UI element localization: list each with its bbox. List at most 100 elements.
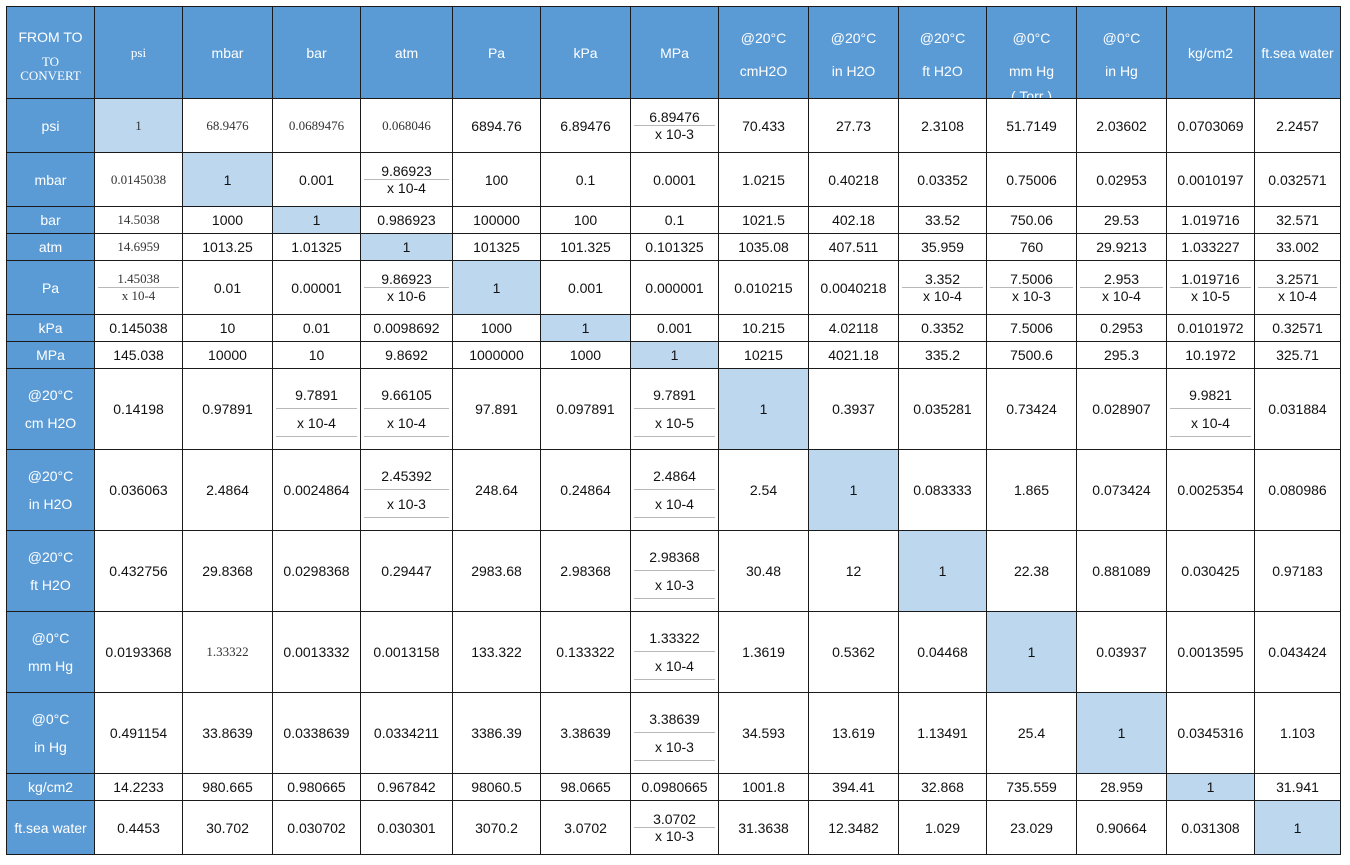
cell-value: 0.0013158 (373, 644, 440, 660)
table-cell: 0.001 (272, 152, 361, 207)
table-cell: 35.959 (898, 233, 987, 261)
table-cell: 51.7149 (986, 98, 1077, 153)
cell-mantissa: 9.86923 (381, 163, 432, 179)
table-cell: 1035.08 (718, 233, 809, 261)
table-cell: 0.75006 (986, 152, 1077, 207)
cell-value: 33.002 (1276, 239, 1319, 255)
table-cell: 9.7891 x 10-4 (272, 368, 361, 450)
table-cell: 0.01 (182, 260, 273, 315)
table-row: bar 14.5038 1000 1 0.986923 100000 100 0.1 1021.… (6, 206, 1341, 234)
row-header: psi (6, 98, 95, 153)
cell-value: 1.865 (1013, 482, 1050, 498)
cell-value: 0.028907 (1092, 401, 1151, 417)
column-header-cmh2o: cmH2O @20°C (718, 6, 809, 99)
cell-value: 3386.39 (471, 725, 522, 741)
cell-mantissa: 2.98368 (649, 548, 700, 565)
row-header: mbar (6, 152, 95, 207)
pressure-conversion-table: TO CONVERT FROM TO psi mbar bar atm Pa kPa MPa cm… (6, 6, 1341, 855)
cell-value: 0.01 (302, 320, 331, 336)
table-cell: 1 (272, 206, 361, 234)
cell-value: 0.0001 (653, 171, 696, 188)
cell-value: 0.5362 (832, 644, 875, 660)
row-header: ft.sea water (6, 800, 95, 855)
table-cell: 1.33322 (182, 611, 273, 693)
table-cell: 23.029 (986, 800, 1077, 855)
table-cell: 248.64 (452, 449, 541, 531)
table-cell: 0.40218 (808, 152, 899, 207)
cell-value: 2983.68 (471, 563, 522, 579)
table-cell: 101.325 (540, 233, 631, 261)
table-cell: 2.4864 x 10-4 (630, 449, 719, 531)
cell-value: 0.080986 (1268, 482, 1327, 498)
table-cell: 0.0098692 (360, 314, 453, 342)
column-header-label: atm (394, 44, 419, 61)
table-cell: 10.215 (718, 314, 809, 342)
cell-value: 31.941 (1276, 779, 1319, 795)
cell-value: 1 (759, 401, 768, 417)
table-cell: 0.0689476 (272, 98, 361, 153)
cell-value: 0.0013332 (283, 644, 350, 660)
row-header-label: MPa (36, 347, 65, 363)
table-cell: 0.083333 (898, 449, 987, 531)
table-cell: 0.001 (540, 260, 631, 315)
table-cell: 30.702 (182, 800, 273, 855)
table-cell: 1.3619 (718, 611, 809, 693)
table-cell: 0.030425 (1166, 530, 1255, 612)
cell-mantissa: 1.33322 (649, 629, 700, 646)
table-cell: 2.98368 x 10-3 (630, 530, 719, 612)
table-cell: 0.14198 (94, 368, 183, 450)
table-cell: 0.101325 (630, 233, 719, 261)
cell-mantissa: 3.0702 (653, 811, 696, 827)
cell-value: 10 (219, 320, 236, 336)
table-cell: 0.32571 (1254, 314, 1341, 342)
column-header-label: ft H2O (922, 62, 963, 79)
cell-value: 0.031308 (1181, 819, 1240, 836)
cell-value: 12.3482 (828, 819, 879, 836)
header-row: TO CONVERT FROM TO psi mbar bar atm Pa kPa MPa cm… (6, 6, 1341, 99)
table-cell: 0.986923 (360, 206, 453, 234)
cell-value: 0.0334211 (373, 725, 440, 741)
cell-value: 3070.2 (475, 819, 518, 836)
cell-value: 0.97183 (1272, 563, 1323, 579)
table-cell: 33.8639 (182, 692, 273, 774)
table-cell: 0.030301 (360, 800, 453, 855)
cell-value: 0.030425 (1181, 563, 1240, 579)
table-cell: 0.0101972 (1166, 314, 1255, 342)
table-cell: 0.04468 (898, 611, 987, 693)
table-cell: 32.868 (898, 773, 987, 801)
cell-value: 750.06 (1010, 212, 1053, 228)
table-cell: 3070.2 (452, 800, 541, 855)
cell-mantissa: 2.45392 (381, 467, 432, 484)
column-header-label: in Hg (1105, 62, 1138, 79)
table-cell: 0.0025354 (1166, 449, 1255, 531)
cell-value: 1001.8 (742, 779, 785, 795)
cell-value: 0.24864 (560, 482, 611, 498)
cell-value: 295.3 (1103, 347, 1140, 363)
table-cell: 0.0001 (630, 152, 719, 207)
column-header-label: kg/cm2 (1187, 44, 1234, 61)
column-header-fth2o: ft H2O @20°C (898, 6, 987, 99)
cell-value: 1.0215 (742, 171, 785, 188)
cell-value: 0.0013595 (1177, 644, 1244, 660)
cell-value: 0.04468 (917, 644, 968, 660)
table-cell: 0.000001 (630, 260, 719, 315)
cell-exponent: x 10-4 (1278, 288, 1317, 304)
cell-mantissa: 3.38639 (649, 710, 700, 727)
cell-value: 10 (308, 347, 325, 363)
row-header: mm Hg @0°C (6, 611, 95, 693)
table-cell: 0.0345316 (1166, 692, 1255, 774)
table-cell: 1 (540, 314, 631, 342)
cell-value: 97.891 (475, 401, 518, 417)
table-row: kPa 0.145038 10 0.01 0.0098692 1000 1 0.001 10.2… (6, 314, 1341, 342)
cell-value: 0.043424 (1268, 644, 1327, 660)
table-cell: 0.491154 (94, 692, 183, 774)
row-header: Pa (6, 260, 95, 315)
table-cell: 97.891 (452, 368, 541, 450)
cell-value: 6.89476 (560, 117, 611, 134)
table-cell: 0.0145038 (94, 152, 183, 207)
cell-value: 0.32571 (1272, 320, 1323, 336)
column-header-note: ( Torr ) (1011, 87, 1052, 99)
table-cell: 2.2457 (1254, 98, 1341, 153)
table-cell: 402.18 (808, 206, 899, 234)
column-header-kpa: kPa (540, 6, 631, 99)
